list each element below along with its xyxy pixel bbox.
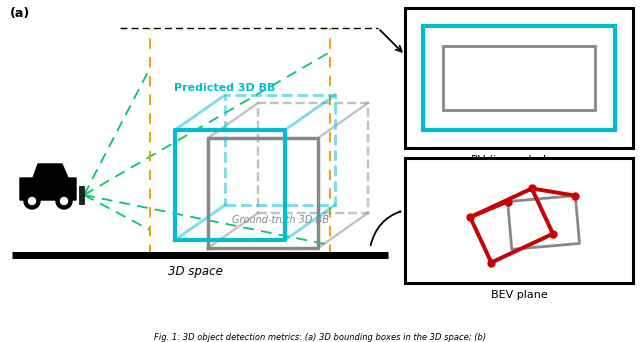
Text: Predicted 3D BB: Predicted 3D BB — [174, 83, 276, 93]
Text: $\boldsymbol{v}_\alpha$: $\boldsymbol{v}_\alpha$ — [474, 244, 490, 256]
Text: (a): (a) — [10, 8, 30, 21]
Text: Fig. 1: 3D object detection metrics: (a) 3D bounding boxes in the 3D space; (b): Fig. 1: 3D object detection metrics: (a)… — [154, 332, 486, 342]
Bar — [405, 158, 633, 283]
Bar — [79, 186, 84, 204]
Text: Ground-truth 3D BB: Ground-truth 3D BB — [232, 215, 328, 225]
Bar — [423, 26, 615, 130]
Text: $\boldsymbol{v}_\beta$: $\boldsymbol{v}_\beta$ — [545, 240, 561, 255]
Text: 3D space: 3D space — [168, 265, 223, 278]
Circle shape — [24, 193, 40, 209]
Text: $\times$: $\times$ — [421, 195, 433, 209]
Text: $\boldsymbol{o}$: $\boldsymbol{o}$ — [419, 180, 429, 193]
Circle shape — [56, 193, 72, 209]
Text: (b): (b) — [404, 8, 424, 21]
Bar — [443, 46, 595, 110]
Text: PV (image) plane: PV (image) plane — [471, 155, 567, 165]
Circle shape — [61, 197, 67, 205]
FancyArrowPatch shape — [371, 211, 401, 245]
Text: $\boldsymbol{v}_\gamma$: $\boldsymbol{v}_\gamma$ — [509, 181, 525, 196]
Bar — [405, 8, 633, 148]
Polygon shape — [20, 164, 76, 200]
Circle shape — [29, 197, 35, 205]
Text: BEV plane: BEV plane — [491, 290, 547, 300]
